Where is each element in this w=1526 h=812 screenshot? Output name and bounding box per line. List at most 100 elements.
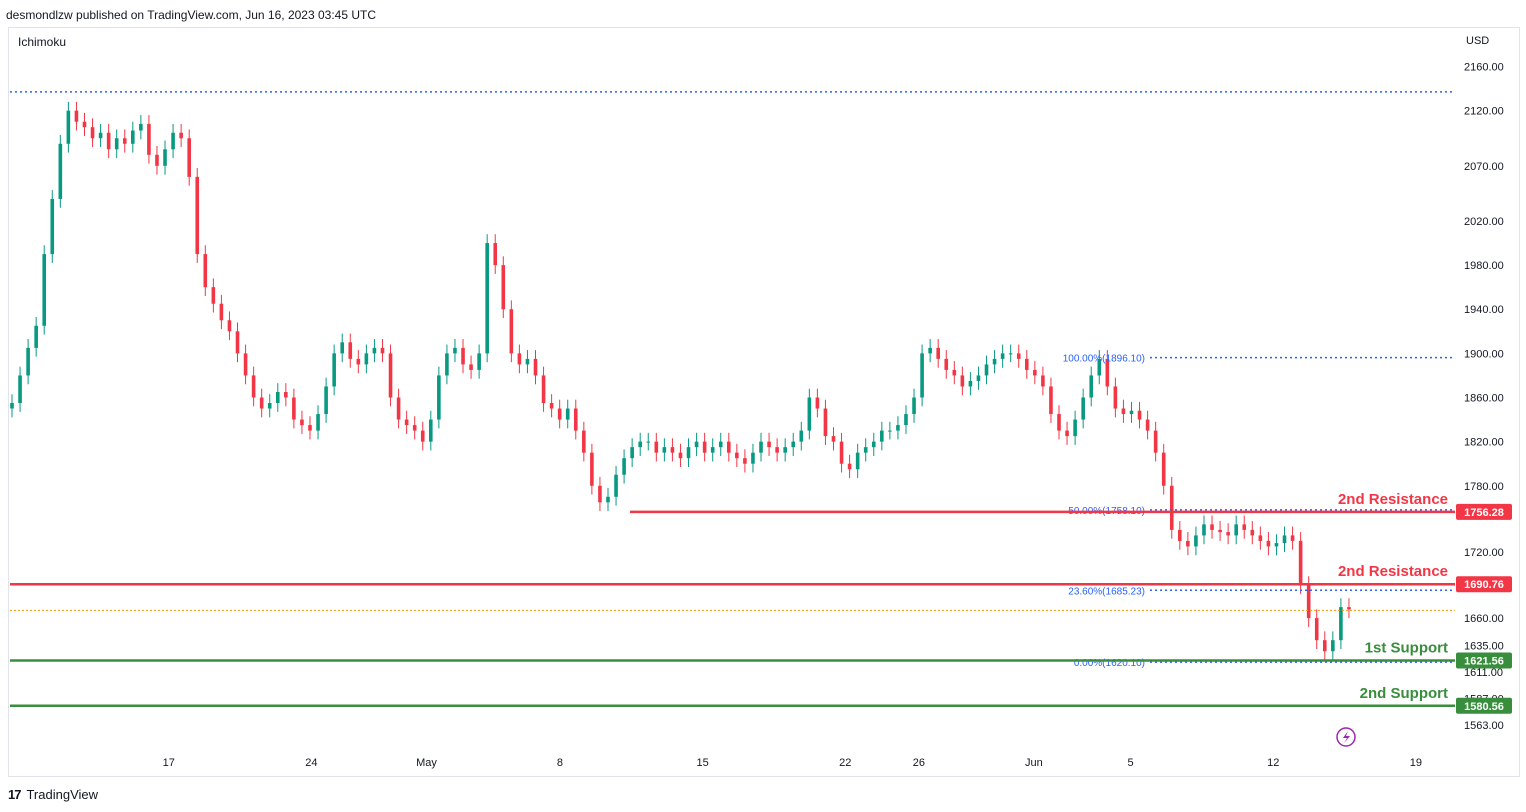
candle-body <box>1194 535 1198 547</box>
candle-body <box>259 397 264 409</box>
y-tick-label: 2120.00 <box>1464 106 1504 118</box>
candle-body <box>1121 408 1126 415</box>
candle-body <box>904 414 908 426</box>
candle-body <box>880 430 884 442</box>
candle-body <box>163 149 167 166</box>
candle-body <box>839 441 844 464</box>
candle-body <box>66 110 71 144</box>
candle-body <box>219 303 224 321</box>
candle-body <box>1073 419 1077 437</box>
level-price-tag <box>1456 576 1512 593</box>
candle-body <box>300 419 304 426</box>
candle-body <box>670 447 675 453</box>
y-tick-label: 1720.00 <box>1464 547 1504 559</box>
candle-body <box>1089 375 1094 398</box>
y-tick-label: 2160.00 <box>1464 62 1504 74</box>
level-price-tag-label: 1690.76 <box>1464 579 1504 591</box>
x-tick-label: 5 <box>1128 757 1134 769</box>
candle-body <box>1008 353 1013 355</box>
candle-body <box>275 391 280 404</box>
x-tick-label: 24 <box>305 757 317 769</box>
candle-body <box>453 347 457 354</box>
candle-body <box>74 110 79 122</box>
candle-body <box>1161 452 1166 486</box>
candle-body <box>614 474 618 497</box>
candle-body <box>187 138 191 177</box>
candle-body <box>815 397 820 409</box>
candle-body <box>211 287 216 304</box>
candle-body <box>533 358 538 376</box>
candle-body <box>622 458 626 475</box>
y-tick-label: 2070.00 <box>1464 161 1504 173</box>
candle-body <box>767 441 771 448</box>
candle-body <box>292 397 296 420</box>
candle-body <box>316 414 320 431</box>
candle-body <box>364 353 369 365</box>
candle-body <box>348 342 353 359</box>
candle-body <box>372 347 377 354</box>
candle-body <box>477 353 481 370</box>
level-price-tag-label: 1756.28 <box>1464 507 1504 519</box>
candle-body <box>10 403 14 409</box>
candle-body <box>235 331 240 354</box>
candle-body <box>1339 607 1343 641</box>
candle-body <box>517 353 522 365</box>
candle-body <box>340 342 345 354</box>
candle-body <box>735 452 739 459</box>
x-tick-label: 15 <box>696 757 708 769</box>
candle-body <box>179 132 183 139</box>
candle-body <box>18 375 22 404</box>
candle-body <box>1331 640 1335 652</box>
candle-body <box>404 419 409 426</box>
candle-body <box>678 452 683 459</box>
level-price-tag <box>1456 697 1512 714</box>
candle-body <box>1202 524 1206 536</box>
candle-body <box>783 447 787 453</box>
candle-body <box>501 265 506 310</box>
footer-brand[interactable]: 17 TradingView <box>8 787 98 802</box>
lightning-icon[interactable] <box>1336 727 1356 747</box>
candle-body <box>445 353 449 376</box>
candle-body <box>1057 414 1061 431</box>
candle-body <box>227 320 232 332</box>
candle-body <box>936 347 940 359</box>
candle-body <box>855 452 860 470</box>
candle-body <box>1282 535 1287 544</box>
candle-body <box>557 408 562 420</box>
candle-body <box>686 447 691 459</box>
publish-header: desmondlzw published on TradingView.com,… <box>6 8 377 22</box>
candle-body <box>549 403 554 409</box>
y-tick-label: 1940.00 <box>1464 304 1504 316</box>
candle-body <box>1258 535 1263 541</box>
candle-body <box>420 430 425 442</box>
candle-body <box>606 496 610 503</box>
candle-body <box>493 243 498 266</box>
chart-frame <box>8 27 1520 777</box>
candle-body <box>896 425 900 431</box>
y-tick-label: 1660.00 <box>1464 613 1504 625</box>
candle-body <box>662 447 667 453</box>
candle-body <box>122 138 127 144</box>
level-price-tag-label: 1580.56 <box>1464 701 1504 713</box>
candle-body <box>251 375 256 398</box>
indicator-label[interactable]: Ichimoku <box>18 35 67 49</box>
candle-body <box>1322 640 1327 652</box>
candle-body <box>847 463 852 470</box>
candle-body <box>944 358 949 370</box>
candle-body <box>332 353 336 387</box>
candle-body <box>82 121 87 128</box>
candle-body <box>114 138 119 150</box>
level-price-tag <box>1456 652 1512 669</box>
candle-body <box>1186 540 1190 547</box>
candle-body <box>1113 386 1118 409</box>
candle-body <box>380 347 385 354</box>
candle-body <box>573 408 578 431</box>
currency-label: USD <box>1466 35 1490 47</box>
candle-body <box>1178 529 1182 541</box>
candle-body <box>1218 529 1222 533</box>
candle-body <box>1250 529 1255 536</box>
candle-body <box>34 325 38 348</box>
x-tick-label: 12 <box>1267 757 1279 769</box>
candle-body <box>968 380 973 387</box>
